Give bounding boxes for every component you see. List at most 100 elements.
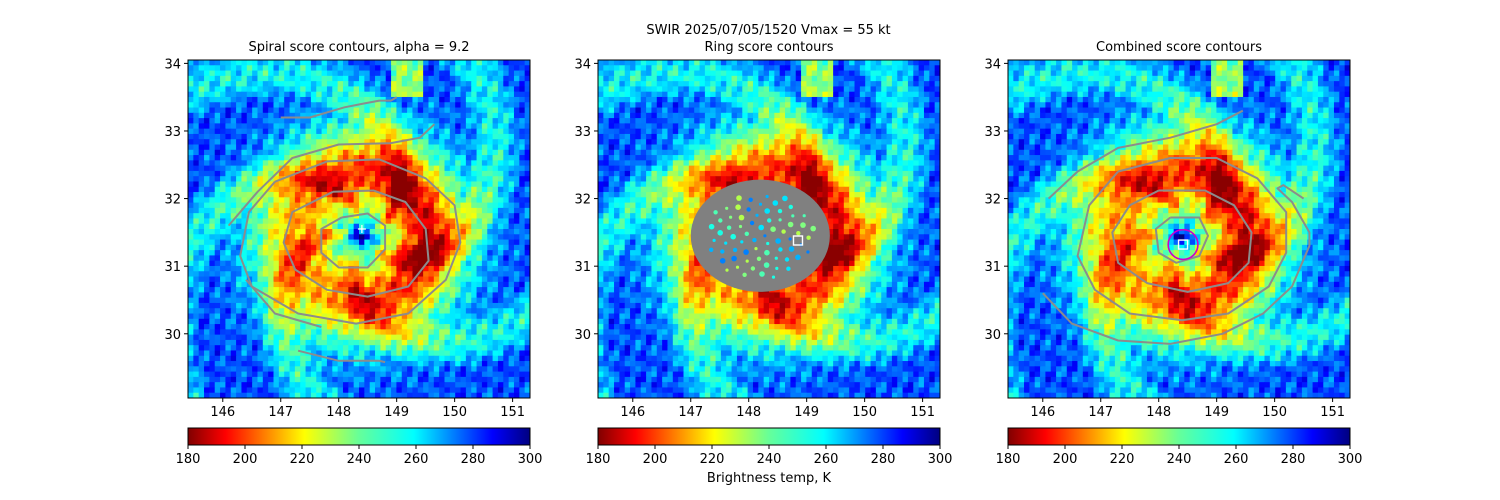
mask-gap [750,266,756,271]
colorbar-tick-label: 240 [347,452,372,467]
panel-3-title: Combined score contours [1096,40,1262,55]
mask-gap [725,268,729,272]
score-contour [280,96,398,119]
x-tick-label: 151 [1320,405,1345,420]
mask-gap [724,241,728,245]
colorbar-tick-label: 240 [1167,452,1192,467]
mask-gap [749,220,755,226]
mask-gap [778,247,783,252]
colorbar [597,427,941,446]
mask-gap [744,231,749,236]
colorbar-tick-label: 220 [290,452,315,467]
score-contour [1047,109,1244,200]
x-tick-label: 148 [736,405,761,420]
panel-1-title: Spiral score contours, alpha = 9.2 [248,40,470,55]
center-marker [792,235,804,246]
colorbar-tick-label: 280 [461,452,486,467]
mask-gap [802,214,806,218]
mask-gap [764,208,770,214]
mask-gap [730,233,736,240]
mask-gap [759,271,765,277]
mask-gap [731,255,737,262]
score-contour [1042,184,1311,345]
axes-frame [597,59,941,399]
y-tick-label: 33 [984,125,1001,140]
mask-gap [756,256,762,261]
colorbar-tick-label: 300 [518,452,543,467]
colorbar-tick-label: 220 [700,452,725,467]
y-tick-label: 31 [574,260,591,275]
y-tick-label: 34 [984,57,1001,72]
mask-gap [777,208,783,214]
colorbar-tick-label: 220 [1110,452,1135,467]
mask-gap [784,257,790,262]
colorbar-tick-label: 300 [1338,452,1363,467]
y-tick-label: 32 [164,193,181,208]
y-tick-label: 33 [164,125,181,140]
x-tick-label: 147 [678,405,703,420]
x-tick-label: 146 [620,405,645,420]
mask-gap [726,225,732,230]
y-tick-label: 30 [574,328,591,343]
mask-gap [708,223,715,230]
mask-gap [763,262,770,268]
colorbar-tick-label: 280 [871,452,896,467]
mask-gap [775,238,781,244]
mask-gap [735,204,741,210]
score-contour [297,349,386,364]
y-tick-label: 34 [574,57,591,72]
panel-3: 146 147 148 149 150 151 30 31 32 33 34 180 200 220 240… [984,57,1362,467]
y-tick-label: 33 [574,125,591,140]
x-tick-label: 147 [1088,405,1113,420]
mask-gap [788,246,795,252]
mask-gap [719,258,726,264]
score-contour [239,158,462,325]
mask-gap [770,226,776,232]
x-tick-label: 146 [1030,405,1055,420]
x-tick-label: 151 [500,405,525,420]
mask-gap [740,240,744,244]
y-tick-label: 30 [984,328,1001,343]
mask-gap [800,222,806,228]
score-contour [1111,189,1253,293]
mask-gap [810,225,816,232]
mask-gap [746,207,751,212]
mask-gap [729,215,733,219]
colorbar [1007,427,1351,446]
mask-gap [738,214,745,221]
mask-gap [767,218,772,223]
y-tick-label: 30 [164,328,181,343]
mask-gap [788,237,792,241]
mask-gap [771,275,776,279]
mask-gap [796,231,801,236]
colorbar-tick-label: 180 [586,452,611,467]
mask-gap [709,247,714,252]
axes-frame [1007,59,1351,399]
y-tick-label: 32 [574,193,591,208]
mask-gap [736,195,742,201]
x-tick-label: 149 [1204,405,1229,420]
x-tick-label: 148 [326,405,351,420]
x-tick-label: 150 [852,405,877,420]
mask-gap [748,197,753,202]
panel-1: 146 147 148 149 150 151 30 31 32 33 34 180 200 220 240… [164,57,542,467]
x-tick-label: 146 [210,405,235,420]
mask-gap [766,241,770,246]
mask-gap [713,210,718,215]
center-marker [357,225,366,233]
mask-gap [781,229,786,234]
mask-gap [718,218,723,223]
x-tick-label: 149 [794,405,819,420]
panel-2: 146 147 148 149 150 151 30 31 32 33 34 180 200 220 240… [574,57,952,467]
mask-gap [738,224,743,229]
mask-gap [763,234,767,238]
mask-gap [720,249,725,254]
x-tick-label: 147 [268,405,293,420]
mask-gap [745,259,749,263]
colorbar-label: Brightness temp, K [706,471,832,486]
mask-gap [765,194,769,199]
x-tick-label: 148 [1146,405,1171,420]
mask-gap [795,254,801,261]
ring-circle [1167,228,1199,261]
colorbar-tick-label: 200 [1053,452,1078,467]
